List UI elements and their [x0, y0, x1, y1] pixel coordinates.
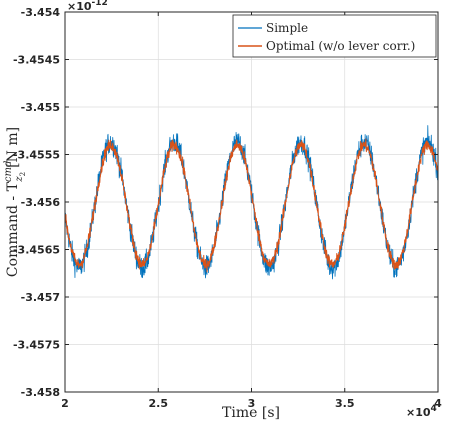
legend-label-simple: Simple — [266, 21, 308, 35]
x-multiplier: ×104 — [406, 404, 437, 419]
x-tick-label: 2 — [61, 397, 69, 410]
y-multiplier: ×10-12 — [67, 0, 108, 13]
x-tick-label: 3.5 — [335, 397, 355, 410]
y-axis-label: Command - Tcmdz2[N m] — [3, 127, 27, 277]
legend-label-optimal: Optimal (w/o lever corr.) — [266, 39, 415, 53]
y-tick-label: -3.456 — [21, 196, 61, 209]
x-tick-label: 4 — [434, 397, 442, 410]
y-tick-label: -3.4575 — [13, 339, 60, 352]
x-tick-label: 3 — [248, 397, 256, 410]
y-tick-label: -3.454 — [21, 6, 61, 19]
legend-box — [232, 14, 437, 58]
x-tick-label: 2.5 — [149, 397, 169, 410]
y-tick-label: -3.458 — [21, 386, 60, 399]
ticks: 2 2.5 3 3.5 4 -3.458 -3.4575 -3.457 -3.4565 -3.45… — [13, 6, 442, 410]
series-layer — [64, 125, 439, 280]
y-tick-label: -3.457 — [21, 291, 60, 304]
x-axis-label: Time [s] — [222, 405, 280, 421]
series-line-optimal — [64, 138, 439, 273]
legend: Simple Optimal (w/o lever corr.) — [232, 14, 437, 58]
y-tick-label: -3.4565 — [13, 244, 60, 257]
y-tick-label: -3.455 — [21, 101, 60, 114]
y-tick-label: -3.4555 — [13, 149, 60, 162]
y-tick-label: -3.4545 — [13, 54, 60, 67]
